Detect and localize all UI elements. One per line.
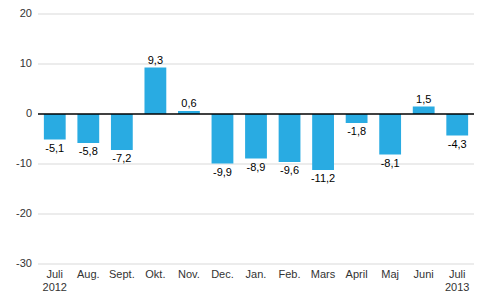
- bars: [44, 68, 468, 171]
- x-tick-label: Jan.: [246, 268, 267, 280]
- data-label: -8,1: [381, 157, 400, 169]
- x-tick-label: Dec.: [211, 268, 234, 280]
- data-label: -7,2: [112, 152, 131, 164]
- y-tick-label: -10: [16, 157, 32, 169]
- data-label: -5,8: [79, 145, 98, 157]
- x-tick-label: Juli2012: [43, 268, 67, 293]
- grid-line: [38, 14, 474, 15]
- bar: [312, 114, 334, 170]
- data-label: -1,8: [347, 125, 366, 137]
- grid: [38, 14, 474, 264]
- data-labels: -5,1 -5,8 -7,2 9,3 0,6 -9,9 -8,9 -9,6 -11,2 -1,8 -…: [45, 54, 466, 185]
- data-label: -4,3: [448, 138, 467, 150]
- data-label: -11,2: [311, 172, 335, 184]
- x-tick-label: Maj: [381, 268, 399, 280]
- x-tick-label: April: [346, 268, 368, 280]
- data-label: -5,1: [45, 142, 64, 154]
- bar: [446, 114, 468, 136]
- y-axis: -30 -20 -10 0 10 20: [16, 7, 32, 269]
- y-tick-label: -20: [16, 207, 32, 219]
- bar: [245, 114, 267, 159]
- bar: [111, 114, 133, 150]
- y-tick-label: 10: [20, 57, 32, 69]
- data-label: -8,9: [247, 161, 266, 173]
- bar: [77, 114, 99, 143]
- bar: [144, 68, 166, 115]
- x-tick-label: Juli2013: [445, 268, 469, 293]
- x-tick-label: Sept.: [109, 268, 135, 280]
- y-tick-label: 0: [26, 107, 32, 119]
- zero-line: [38, 113, 474, 115]
- data-label: -9,6: [280, 164, 299, 176]
- x-tick-label: Aug.: [77, 268, 100, 280]
- x-axis: Juli2012 Aug. Sept. Okt. Nov. Dec. Jan. Feb. Mar…: [43, 268, 470, 293]
- chart-container: -30 -20 -10 0 10 20 -5,1 -5,8 -7,2 9,3 0,6 -9,9 -8,9…: [0, 0, 484, 300]
- bar: [212, 114, 234, 164]
- y-tick-label: -30: [16, 257, 32, 269]
- x-tick-label: Juni: [414, 268, 434, 280]
- data-label: 0,6: [181, 97, 196, 109]
- bar: [279, 114, 301, 162]
- y-tick-label: 20: [20, 7, 32, 19]
- bar: [44, 114, 66, 140]
- chart: -30 -20 -10 0 10 20 -5,1 -5,8 -7,2 9,3 0,6 -9,9 -8,9…: [0, 0, 484, 300]
- bar: [346, 114, 368, 123]
- grid-line: [38, 64, 474, 65]
- grid-line: [38, 264, 474, 265]
- x-tick-label: Okt.: [145, 268, 165, 280]
- data-label: 9,3: [148, 54, 163, 66]
- x-tick-label: Feb.: [279, 268, 301, 280]
- data-label: 1,5: [416, 93, 431, 105]
- grid-line: [38, 214, 474, 215]
- x-tick-label: Nov.: [178, 268, 200, 280]
- bar: [379, 114, 401, 155]
- x-tick-label: Mars: [311, 268, 336, 280]
- data-label: -9,9: [213, 166, 232, 178]
- bar: [413, 107, 435, 115]
